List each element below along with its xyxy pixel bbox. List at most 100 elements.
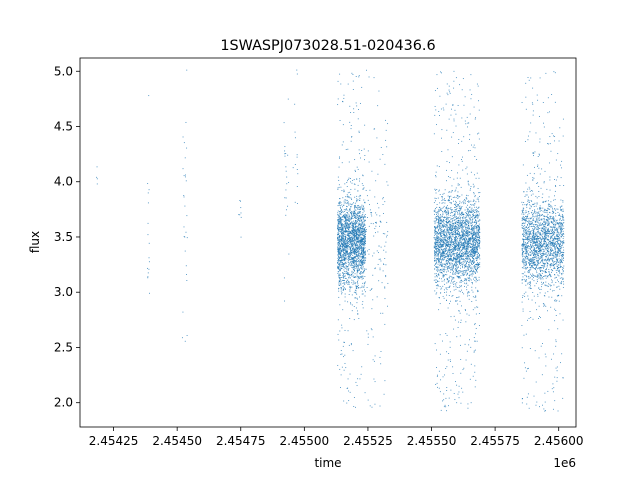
data-point	[446, 218, 448, 220]
data-point	[358, 210, 360, 212]
data-point	[343, 266, 345, 268]
data-point	[361, 275, 362, 277]
data-point	[467, 220, 469, 222]
data-point	[344, 238, 346, 240]
data-point	[353, 270, 355, 272]
data-point	[337, 242, 339, 244]
data-point	[471, 268, 473, 270]
data-point	[338, 215, 339, 217]
data-point	[462, 201, 464, 203]
data-point	[339, 235, 340, 237]
data-point	[387, 123, 389, 125]
data-point	[351, 245, 353, 247]
data-point	[375, 222, 377, 224]
data-point	[465, 250, 467, 252]
data-point	[337, 214, 339, 216]
data-point	[351, 260, 353, 262]
data-point	[345, 245, 346, 247]
data-point	[457, 297, 459, 298]
data-point	[337, 220, 339, 222]
data-point	[471, 245, 473, 247]
data-point	[354, 297, 356, 299]
data-point	[475, 281, 477, 283]
data-point	[454, 214, 456, 216]
data-point	[464, 242, 466, 243]
data-point	[452, 244, 454, 246]
data-point	[446, 228, 448, 230]
data-point	[337, 251, 339, 253]
data-point	[352, 258, 353, 260]
data-point	[447, 228, 449, 230]
data-point	[345, 230, 347, 232]
data-point	[456, 233, 458, 235]
data-point	[353, 251, 355, 252]
data-point	[367, 217, 368, 218]
data-point	[441, 215, 443, 217]
data-point	[451, 254, 453, 256]
data-point	[445, 248, 447, 250]
data-point	[459, 235, 461, 237]
data-point	[384, 380, 386, 382]
data-point	[446, 291, 448, 293]
data-point	[344, 223, 346, 225]
data-point	[449, 359, 451, 361]
data-point	[462, 291, 464, 293]
data-point	[469, 238, 471, 240]
data-point	[358, 223, 360, 225]
data-point	[475, 299, 477, 301]
data-point	[450, 208, 451, 210]
data-point	[449, 234, 451, 236]
data-point	[465, 214, 467, 216]
data-point	[346, 254, 348, 256]
data-point	[454, 252, 456, 254]
data-point	[444, 217, 445, 219]
data-point	[345, 209, 347, 210]
data-point	[359, 252, 360, 254]
data-point	[351, 286, 353, 288]
data-point	[434, 217, 436, 219]
data-point	[459, 221, 461, 223]
data-point	[340, 223, 342, 225]
data-point	[347, 241, 349, 243]
data-point	[453, 70, 455, 72]
data-point	[460, 220, 462, 222]
data-point	[467, 122, 469, 124]
data-point	[448, 258, 450, 260]
data-point	[354, 239, 356, 241]
data-point	[455, 246, 456, 248]
data-point	[469, 271, 471, 273]
data-point	[466, 262, 467, 264]
data-point	[472, 234, 474, 236]
data-point	[240, 212, 242, 214]
data-point	[465, 244, 467, 246]
data-point	[470, 98, 472, 100]
data-point	[348, 258, 350, 260]
data-point	[354, 289, 356, 291]
data-point	[456, 226, 458, 228]
data-point	[461, 117, 463, 119]
data-point	[354, 171, 356, 172]
data-point	[360, 220, 362, 222]
data-point	[377, 105, 379, 107]
data-point	[354, 256, 356, 258]
data-point	[434, 188, 436, 190]
data-point	[473, 185, 475, 187]
data-point	[447, 242, 449, 244]
data-point	[357, 224, 359, 226]
data-point	[342, 345, 344, 347]
data-point	[441, 263, 443, 265]
data-point	[371, 212, 373, 214]
data-point	[462, 231, 464, 233]
data-point	[353, 256, 355, 258]
data-point	[362, 238, 364, 240]
data-point	[465, 254, 467, 256]
data-point	[347, 226, 349, 228]
data-point	[356, 231, 358, 233]
data-point	[359, 208, 361, 210]
data-point	[458, 310, 460, 311]
data-point	[449, 226, 451, 228]
data-point	[472, 251, 474, 253]
data-point	[238, 214, 240, 216]
data-point	[478, 199, 479, 201]
data-point	[460, 217, 462, 218]
